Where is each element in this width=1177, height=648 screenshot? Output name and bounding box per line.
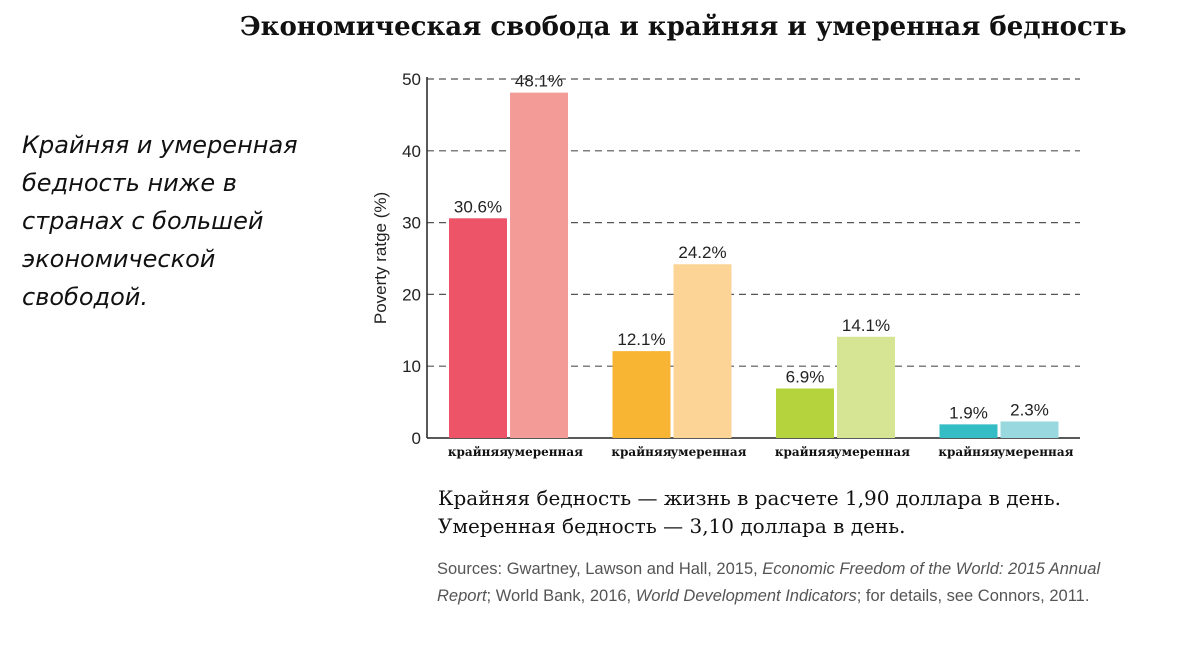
y-tick-label: 50: [402, 70, 421, 89]
bar: [776, 388, 834, 438]
side-note-line: странах с большей: [22, 207, 264, 235]
bar-category-label: умеренная: [834, 445, 910, 459]
bar-category-label: умеренная: [998, 445, 1074, 459]
bar-category-label: крайняя: [611, 445, 671, 459]
sources-title-1: Economic Freedom of the World: 2015 Annu…: [437, 560, 1101, 605]
bar-value-label: 48.1%: [515, 72, 563, 91]
chart-title: Экономическая свобода и крайняя и умерен…: [240, 12, 1127, 42]
bar-value-label: 1.9%: [949, 403, 988, 422]
y-tick-label: 20: [402, 285, 421, 304]
bar: [1000, 421, 1059, 438]
sources-prefix: Sources: Gwartney, Lawson and Hall, 2015…: [437, 560, 763, 578]
sources-title-2: World Development Indicators: [635, 587, 857, 605]
bar-value-label: 30.6%: [454, 197, 502, 216]
bar: [449, 218, 507, 438]
sources-mid: ; World Bank, 2016,: [486, 587, 636, 605]
bar-value-label: 14.1%: [842, 316, 890, 335]
y-tick-label: 10: [402, 357, 421, 376]
bar: [612, 351, 671, 438]
side-note: Крайняя и умеренная бедность ниже в стра…: [22, 126, 342, 316]
poverty-definitions: Крайняя бедность — жизнь в расчете 1,90 …: [438, 484, 1061, 540]
bar-category-label: умеренная: [507, 445, 583, 459]
definition-moderate: Умеренная бедность — 3,10 доллара в день…: [438, 514, 906, 538]
y-tick-label: 0: [412, 429, 421, 448]
bar: [939, 424, 998, 438]
side-note-line: свободой.: [22, 283, 149, 311]
bar-value-label: 24.2%: [678, 243, 726, 262]
bar-value-label: 2.3%: [1010, 400, 1049, 419]
side-note-line: Крайняя и умеренная: [22, 131, 298, 159]
bar-category-label: умеренная: [671, 445, 747, 459]
bar-category-label: крайняя: [775, 445, 835, 459]
y-axis-label: Poverty ratge (%): [371, 192, 390, 324]
side-note-line: бедность ниже в: [22, 169, 237, 197]
side-note-line: экономической: [22, 245, 216, 273]
bar-value-label: 6.9%: [786, 367, 825, 386]
bar: [837, 336, 895, 438]
bar-category-label: крайняя: [448, 445, 508, 459]
bar-value-label: 12.1%: [617, 330, 665, 349]
y-tick-label: 30: [402, 214, 421, 233]
y-tick-label: 40: [402, 142, 421, 161]
bar: [673, 264, 732, 438]
sources-suffix: ; for details, see Connors, 2011.: [856, 587, 1090, 605]
bar-category-label: крайняя: [938, 445, 998, 459]
bar: [510, 92, 568, 438]
definition-extreme: Крайняя бедность — жизнь в расчете 1,90 …: [438, 486, 1061, 510]
sources-note: Sources: Gwartney, Lawson and Hall, 2015…: [437, 556, 1117, 610]
